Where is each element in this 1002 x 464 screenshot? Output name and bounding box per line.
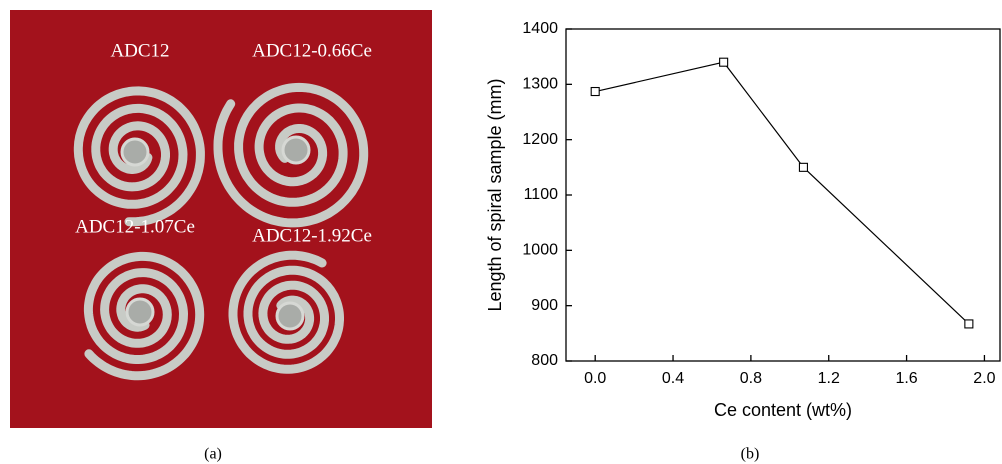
x-axis-label: Ce content (wt%): [714, 400, 852, 420]
x-tick-label: 1.2: [818, 370, 840, 387]
x-tick-label: 0.4: [662, 370, 684, 387]
photo-label: ADC12-1.92Ce: [252, 225, 372, 246]
spiral: [83, 251, 205, 381]
data-point: [719, 57, 729, 67]
spirals: [73, 82, 369, 381]
photo-label: ADC12-1.07Ce: [75, 216, 195, 237]
plot-frame: [565, 28, 1001, 362]
y-tick-label: 1400: [522, 20, 558, 37]
caption: (a): [204, 446, 222, 463]
spiral-core: [275, 301, 305, 331]
photo-label: ADC12-0.66Ce: [252, 40, 372, 61]
spiral: [73, 86, 205, 227]
photo-background: [10, 10, 432, 428]
y-tick-label: 800: [531, 352, 558, 369]
spiral: [213, 82, 369, 228]
x-tick-label: 0.8: [740, 370, 762, 387]
y-axis-label: Length of spiral sample (mm): [485, 78, 505, 311]
y-tick-label: 1300: [522, 76, 558, 93]
data-point: [964, 319, 974, 329]
x-tick-label: 2.0: [973, 370, 995, 387]
spiral: [228, 250, 344, 374]
y-tick-label: 1100: [524, 186, 559, 203]
data-point: [798, 162, 808, 172]
photo-label: ADC12: [110, 40, 169, 61]
y-tick-label: 1200: [522, 131, 558, 148]
x-tick-label: 1.6: [895, 370, 917, 387]
data-line: [595, 61, 970, 325]
caption: (b): [741, 446, 760, 463]
spiral-core: [125, 297, 155, 327]
y-tick-label: 900: [531, 297, 558, 314]
spiral-core: [281, 135, 311, 165]
y-tick-label: 1000: [522, 242, 558, 259]
spiral-core: [120, 137, 150, 167]
x-tick-label: 0.0: [584, 370, 606, 387]
data-point: [590, 86, 600, 97]
